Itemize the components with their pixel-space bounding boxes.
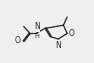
Text: H: H [34,34,39,39]
Text: O: O [15,36,21,45]
Text: N: N [55,41,61,50]
Text: N: N [34,22,40,31]
Text: O: O [69,29,75,38]
